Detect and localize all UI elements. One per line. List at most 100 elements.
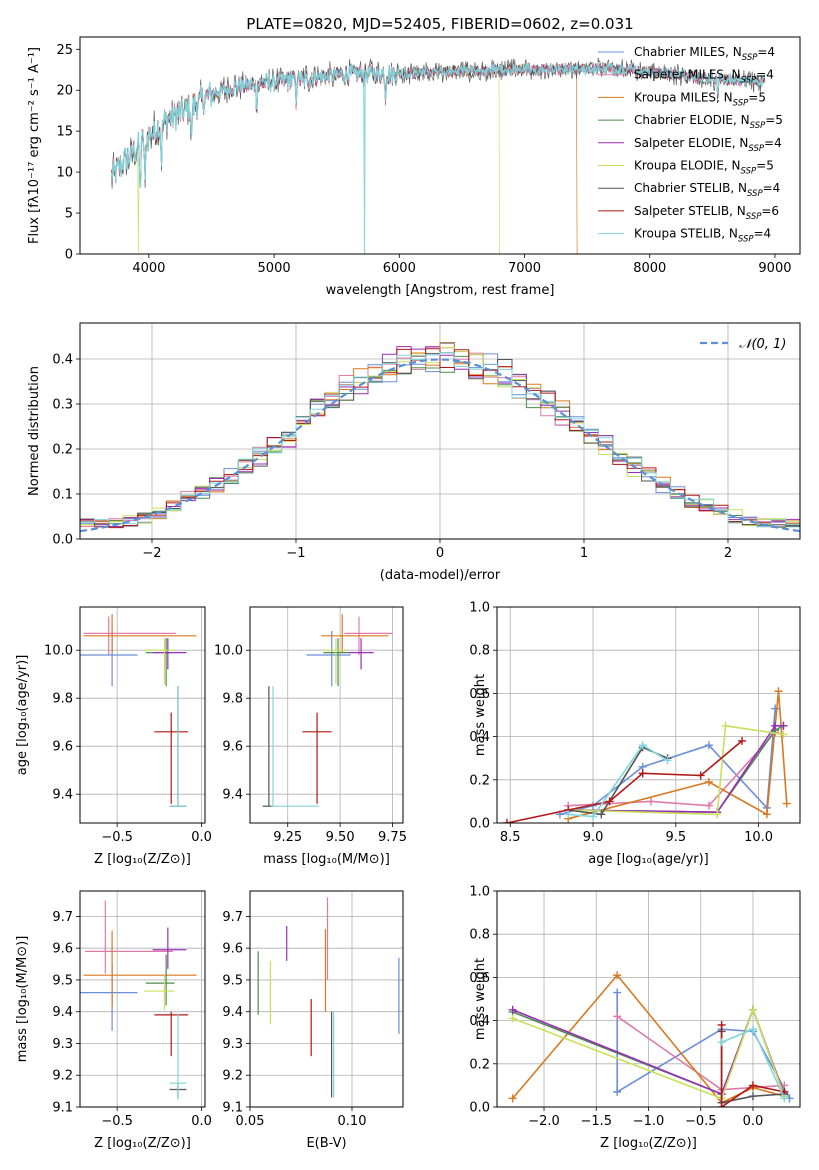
plot-area [262,614,393,807]
weight-line-kroupa-elodie [568,724,784,816]
x-tick-label: 9.25 [273,830,302,845]
weight-marker-kroupa-elodie [748,1005,757,1014]
y-tick-label: 0.0 [469,817,490,832]
legend-label: Salpeter MILES, NSSP=4 [634,68,774,86]
x-tick-label: 8000 [633,261,666,276]
legend-label-suffix: =6 [761,204,779,218]
weight-marker-salpeter-stelib [748,1081,757,1090]
y-tick-label: 9.4 [222,1005,243,1020]
legend-label-sub: SSP [741,76,757,86]
y-tick-label: 9.3 [222,1037,243,1052]
x-tick-label: 9000 [758,261,791,276]
y-tick-label: 0.6 [469,971,490,986]
x-axis-label: (data-model)/error [380,568,501,583]
y-tick-label: 9.7 [222,910,243,925]
weight-marker-salpeter-elodie [771,721,780,730]
axes-frame [79,36,801,255]
legend-label-text: Kroupa STELIB, N [634,227,738,241]
histogram-kroupa-stelib [80,352,800,528]
y-tick-label: 9.8 [52,692,73,707]
weight-line-salpeter-elodie [568,725,784,814]
y-tick-label: 9.6 [52,740,73,755]
legend-label-sub: SSP [748,144,764,154]
legend-label-sub: SSP [741,167,757,177]
x-tick-label: −1 [286,546,305,561]
weight-line-salpeter-stelib [720,1024,785,1107]
x-tick-label: 9.75 [378,830,407,845]
x-tick-label: 0.0 [191,1114,212,1129]
legend-label-suffix: =4 [754,227,772,241]
weight-marker-chabrier-miles [704,741,713,750]
legend-label: Salpeter STELIB, NSSP=6 [634,204,779,222]
weight-marker-salpeter-elodie [508,1005,517,1014]
weight-marker-salpeter-stelib [502,819,511,823]
weight-marker-kroupa-miles [782,799,791,808]
y-tick-label: 0.1 [52,488,73,503]
plot-area [80,342,800,533]
y-tick-label: 1.0 [469,601,490,616]
y-tick-label: 20 [56,84,73,99]
normal-curve [80,358,800,533]
y-tick-label: 9.3 [52,1037,73,1052]
y-tick-label: 9.4 [222,788,243,803]
panel-5: 8.5 9.0 9.5 10.0 0.0 0.2 0.4 0.6 0.8 1.0 age [log₁… [469,601,801,867]
y-tick-label: 25 [56,43,73,58]
y-tick-label: 0.2 [469,773,490,788]
axes-frame [496,890,801,1108]
legend-label: Salpeter ELODIE, NSSP=4 [634,136,782,154]
legend-label-text: Chabrier STELIB, N [634,181,747,195]
axes-frame [249,606,404,824]
y-axis-label: Flux [fλ10⁻¹⁷ erg cm⁻² s⁻¹ A⁻¹] [27,47,42,244]
y-tick-label: 0.2 [469,1057,490,1072]
y-tick-label: 0 [65,248,73,263]
x-tick-label: 0.0 [743,1114,764,1129]
weight-marker-kroupa-miles [704,777,713,786]
x-tick-label: −0.5 [101,830,133,845]
panel-4: 9.25 9.50 9.75 9.4 9.6 9.8 10.0 mass [log₁₀(M/M… [214,606,407,867]
y-tick-label: 10 [56,166,73,181]
axes-frame [79,606,206,824]
x-tick-label: −2 [142,546,161,561]
x-tick-label: 9.5 [665,830,686,845]
panel-6: −0.5 0.0 9.1 9.2 9.3 9.4 9.5 9.6 9.7 Z [log₁₀(Z/Z… [15,890,212,1151]
y-axis-label: mass [log₁₀(M/M⊙)] [15,936,30,1063]
weight-marker-salpeter-miles [613,1012,622,1021]
legend-label-suffix: =5 [756,159,774,173]
legend-label-suffix: =4 [757,45,775,59]
x-axis-label: E(B-V) [306,1136,346,1151]
x-tick-label: −0.5 [685,1114,717,1129]
y-tick-label: 9.7 [52,910,73,925]
x-tick-label: 2 [724,546,732,561]
y-tick-label: 10.0 [214,644,243,659]
axes-frame [249,890,404,1108]
plot-area [508,971,794,1107]
weight-marker-salpeter-elodie [779,721,788,730]
y-axis-label: mass weight [473,958,488,1040]
weight-marker-kroupa-stelib [780,1094,789,1103]
y-tick-label: 9.6 [222,740,243,755]
y-tick-label: 9.1 [52,1101,73,1116]
plot-area [110,57,766,254]
weight-marker-kroupa-elodie [713,810,722,819]
x-tick-label: 6000 [383,261,416,276]
plot-area [257,897,400,1098]
axes-frame [79,890,206,1108]
weight-marker-kroupa-elodie [508,1014,517,1023]
legend-label-sub: SSP [742,53,758,63]
y-tick-label: 1.0 [469,885,490,900]
y-tick-label: 9.5 [222,973,243,988]
x-tick-label: 9.50 [326,830,355,845]
legend-label: Chabrier STELIB, NSSP=4 [634,181,780,199]
weight-line-kroupa-elodie [512,1007,786,1100]
legend-label-suffix: =4 [764,136,782,150]
x-tick-label: 10.0 [744,830,773,845]
x-axis-label: Z [log₁₀(Z/Z⊙)] [94,1136,191,1151]
x-tick-label: 0 [436,546,444,561]
legend-label-text: Salpeter STELIB, N [634,204,746,218]
y-tick-label: 10.0 [44,644,73,659]
weight-marker-kroupa-stelib [638,741,647,750]
y-tick-label: 0.3 [52,398,73,413]
y-tick-label: 9.2 [52,1069,73,1084]
x-tick-label: 8.5 [500,830,521,845]
